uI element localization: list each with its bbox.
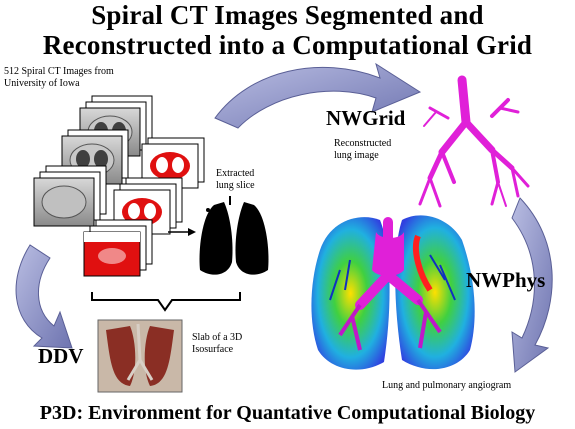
title-line-2: Reconstructed into a Computational Grid	[42, 30, 533, 60]
footer-caption: P3D: Environment for Quantative Computat…	[39, 402, 536, 424]
nwgrid-label: NWGrid	[326, 106, 406, 130]
arrow-to-ddv	[15, 244, 73, 349]
title-line-1: Spiral CT Images Segmented and	[91, 0, 484, 30]
arrow-to-nwphys	[511, 197, 553, 373]
ct-image-stack-gray	[33, 95, 153, 227]
ct-source-label-2: University of Iowa	[4, 78, 80, 89]
stack-brace	[91, 292, 241, 312]
ddv-label: DDV	[38, 344, 84, 368]
ddv-isosurface-image	[97, 319, 183, 393]
extracted-slice-label-1: Extracted	[216, 168, 255, 179]
ct-image-stack-red	[83, 137, 205, 277]
slab-label-2: Isosurface	[192, 344, 234, 355]
arrow-to-extracted-slice	[168, 228, 196, 236]
extracted-slice-label-2: lung slice	[216, 180, 255, 191]
reconstructed-lung-airway	[418, 75, 530, 208]
reconstructed-label-1: Reconstructed	[334, 138, 392, 149]
angiogram-label: Lung and pulmonary angiogram	[382, 380, 512, 391]
ct-source-label-1: 512 Spiral CT Images from	[4, 66, 114, 77]
arrow-to-nwgrid	[214, 62, 422, 129]
slab-label-1: Slab of a 3D	[192, 332, 243, 343]
nwphys-label: NWPhys	[466, 268, 546, 292]
reconstructed-label-2: lung image	[334, 150, 379, 161]
lung-angiogram-visualization	[311, 215, 475, 370]
extracted-lung-slice	[199, 196, 269, 275]
